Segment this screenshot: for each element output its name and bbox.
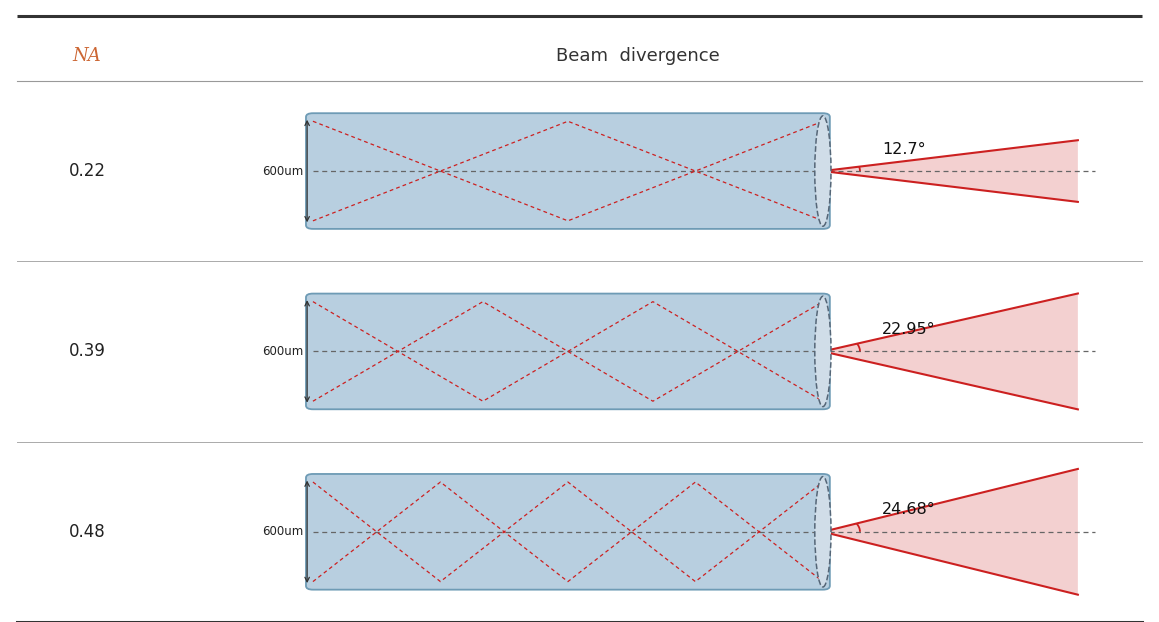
Text: 0.22: 0.22 <box>68 162 105 180</box>
Text: 24.68°: 24.68° <box>882 503 936 518</box>
FancyBboxPatch shape <box>306 294 830 409</box>
Ellipse shape <box>815 116 831 226</box>
Text: 22.95°: 22.95° <box>882 322 935 337</box>
Ellipse shape <box>815 296 831 407</box>
Text: 0.39: 0.39 <box>68 343 105 360</box>
Text: Beam  divergence: Beam divergence <box>555 47 720 65</box>
Text: 0.48: 0.48 <box>68 523 105 541</box>
FancyBboxPatch shape <box>306 113 830 229</box>
Text: 600um: 600um <box>262 345 304 358</box>
Text: 600um: 600um <box>262 165 304 177</box>
Text: 12.7°: 12.7° <box>882 142 926 157</box>
Ellipse shape <box>815 476 831 587</box>
Text: 600um: 600um <box>262 526 304 538</box>
Text: NA: NA <box>73 47 101 65</box>
Polygon shape <box>823 469 1078 595</box>
Polygon shape <box>823 140 1078 202</box>
FancyBboxPatch shape <box>306 474 830 590</box>
Polygon shape <box>823 294 1078 409</box>
